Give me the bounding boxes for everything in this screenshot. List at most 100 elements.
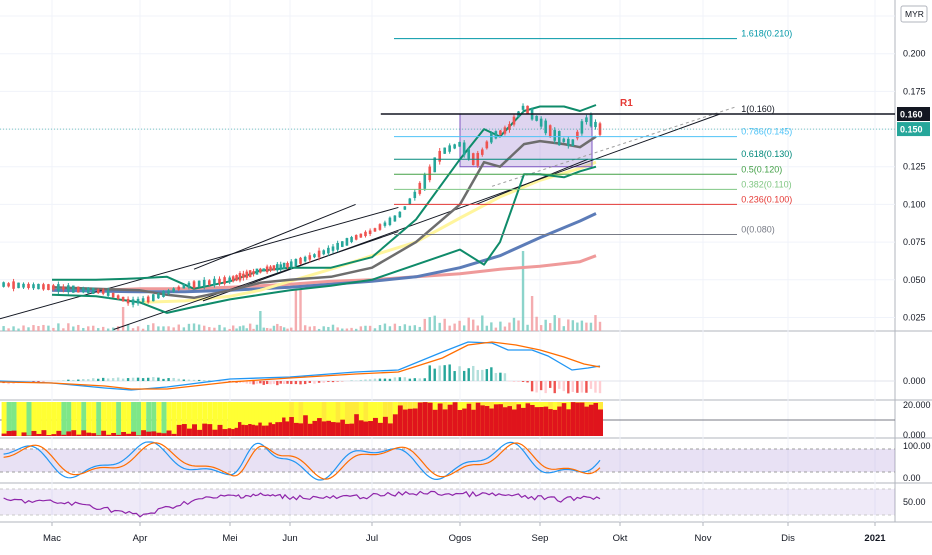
macd-histogram-bar xyxy=(458,366,460,381)
vb-bar xyxy=(503,407,508,436)
volume-bar xyxy=(228,329,230,331)
macd-histogram-bar xyxy=(581,381,583,393)
vb-background-bar xyxy=(7,402,12,436)
vb-bar xyxy=(326,421,331,436)
vb-bar xyxy=(526,403,531,436)
macd-histogram-bar xyxy=(102,378,104,381)
volume-bar xyxy=(67,323,69,331)
volume-bar xyxy=(203,326,205,331)
macd-histogram-bar xyxy=(576,381,578,393)
vb-bar xyxy=(131,432,136,436)
macd-histogram-bar xyxy=(504,373,506,381)
vb-background-bar xyxy=(22,402,27,436)
volume-bar xyxy=(266,328,268,331)
candle-body xyxy=(235,275,238,280)
volume-bar xyxy=(414,325,416,331)
vb-bar xyxy=(71,430,76,436)
macd-histogram-bar xyxy=(82,379,84,381)
volume-bar xyxy=(127,324,129,331)
candle-body xyxy=(52,285,55,289)
candle-body xyxy=(322,250,325,254)
volume-bar xyxy=(22,325,24,331)
volume-bar xyxy=(17,329,19,331)
candle-body xyxy=(576,132,579,139)
vb-bar xyxy=(41,430,46,436)
vb-bar xyxy=(161,433,166,436)
candle-body xyxy=(188,283,191,288)
macd-histogram-bar xyxy=(448,364,450,381)
volume-bar xyxy=(213,328,215,331)
macd-histogram-bar xyxy=(203,380,205,381)
vb-bar xyxy=(593,403,598,436)
macd-histogram-bar xyxy=(486,369,488,381)
vb-background-bar xyxy=(31,402,36,436)
candle-body xyxy=(142,298,145,302)
macd-histogram-bar xyxy=(369,379,371,381)
fib-level-label: 0.618(0.130) xyxy=(741,149,792,159)
macd-histogram-bar xyxy=(572,381,574,392)
fib-level-label: 0.382(0.110) xyxy=(741,179,791,189)
vb-bar xyxy=(530,405,535,436)
vb-bar xyxy=(61,435,66,436)
candle-body xyxy=(304,257,307,262)
macd-histogram-bar xyxy=(414,378,416,381)
candle-body xyxy=(522,106,525,110)
candle-body xyxy=(379,224,382,230)
macd-axis-label: 0.000 xyxy=(903,376,926,386)
volume-bar xyxy=(513,318,515,331)
volume-bar xyxy=(341,329,343,331)
volume-bar xyxy=(419,327,421,331)
vb-background-bar xyxy=(17,402,22,436)
candle-body xyxy=(117,295,120,299)
volume-bar xyxy=(355,329,357,331)
volume-bar xyxy=(280,326,282,331)
volume-bar xyxy=(178,325,180,331)
volume-bar xyxy=(62,328,64,331)
volume-bar xyxy=(172,327,174,331)
macd-histogram-bar xyxy=(286,381,288,384)
candle-body xyxy=(423,175,426,189)
macd-histogram-bar xyxy=(399,377,401,381)
volume-bar xyxy=(218,325,220,331)
time-axis-label: Ogos xyxy=(449,533,472,544)
candle-body xyxy=(399,212,402,217)
macd-histogram-bar xyxy=(549,381,551,388)
vb-background-bar xyxy=(111,402,116,436)
vb-bar xyxy=(312,421,317,436)
volume-bar xyxy=(549,323,551,331)
volume-bar xyxy=(246,328,248,331)
candle-body xyxy=(167,290,170,293)
candle-body xyxy=(490,133,493,143)
macd-histogram-bar xyxy=(273,381,275,384)
vb-bar xyxy=(403,410,408,436)
price-axis-tick-label: 0.175 xyxy=(903,86,926,96)
candle-body xyxy=(350,237,353,242)
macd-histogram-bar xyxy=(72,380,74,381)
vb-bar xyxy=(388,423,393,436)
vb-bar xyxy=(12,431,17,436)
macd-histogram-bar xyxy=(374,379,376,381)
candle-body xyxy=(223,277,226,284)
volume-bar xyxy=(47,326,49,331)
candle-body xyxy=(177,287,180,290)
candle-body xyxy=(364,232,367,236)
vb-bar xyxy=(548,409,553,436)
macd-histogram-bar xyxy=(379,379,381,381)
vb-bar xyxy=(539,407,544,436)
candle-body xyxy=(355,235,358,240)
vb-bar xyxy=(398,405,403,436)
volume-bar xyxy=(443,319,445,331)
macd-histogram-bar xyxy=(404,377,406,381)
vb-axis-label: 20.000 xyxy=(903,400,931,410)
volume-bar xyxy=(157,326,159,331)
volume-bar xyxy=(531,296,533,331)
candle-body xyxy=(82,288,85,293)
vb-background-bar xyxy=(66,402,71,436)
candle-body xyxy=(12,281,15,288)
macd-histogram-bar xyxy=(183,380,185,381)
candle-body xyxy=(7,283,10,286)
vb-background-bar xyxy=(146,402,151,436)
volume-bar xyxy=(12,326,14,331)
